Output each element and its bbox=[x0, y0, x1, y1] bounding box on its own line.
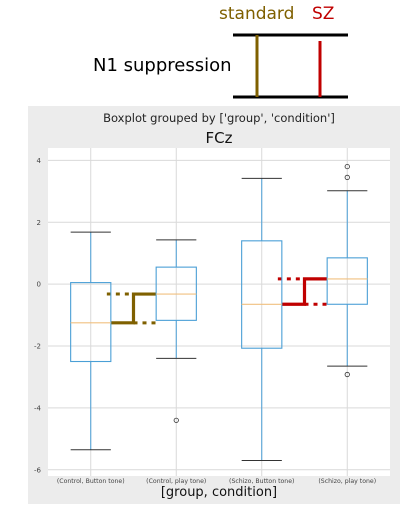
outlier-point bbox=[344, 163, 350, 170]
outlier-point bbox=[344, 371, 350, 378]
box bbox=[326, 163, 368, 378]
y-tick-label: 2 bbox=[37, 219, 41, 227]
annotation-sz bbox=[277, 277, 332, 306]
outlier-point bbox=[344, 174, 350, 180]
x-tick-label: (Control, Button tone) bbox=[57, 478, 125, 485]
y-tick-label: -2 bbox=[34, 343, 41, 351]
outlier-point bbox=[173, 417, 179, 423]
y-tick-label: 0 bbox=[37, 281, 41, 289]
legend-diagram bbox=[233, 33, 348, 99]
annotation-standard bbox=[106, 292, 161, 325]
chart-title: FCz bbox=[206, 129, 233, 147]
box-layer bbox=[70, 163, 368, 462]
legend-sz-label: SZ bbox=[312, 4, 335, 24]
box bbox=[155, 239, 197, 423]
chart-suptitle: Boxplot grouped by ['group', 'condition'… bbox=[103, 111, 335, 125]
annotation-layer bbox=[106, 277, 332, 325]
x-tick-label: (Schizo, play tone) bbox=[318, 478, 376, 485]
box bbox=[241, 177, 283, 462]
y-tick-label: -4 bbox=[34, 404, 42, 412]
y-tick-label: -6 bbox=[34, 466, 42, 474]
annotation-title: N1 suppression bbox=[93, 55, 232, 76]
annotation-step bbox=[281, 277, 328, 306]
box-iqr bbox=[241, 240, 283, 349]
box-iqr bbox=[70, 282, 112, 363]
box bbox=[70, 231, 112, 451]
x-tick-label: (Control, play tone) bbox=[146, 478, 206, 485]
y-tick-label: 4 bbox=[37, 157, 42, 165]
x-axis-label: [group, condition] bbox=[161, 485, 277, 500]
annotation-step bbox=[110, 292, 157, 325]
legend-standard-label: standard bbox=[219, 4, 295, 24]
plot-area bbox=[48, 148, 390, 476]
box-iqr bbox=[326, 257, 368, 305]
x-tick-label: (Schizo, Button tone) bbox=[229, 478, 294, 485]
tick-layer: -6 -4 -2 0 2 4 (Control, Button tone) (Control,… bbox=[34, 157, 376, 485]
